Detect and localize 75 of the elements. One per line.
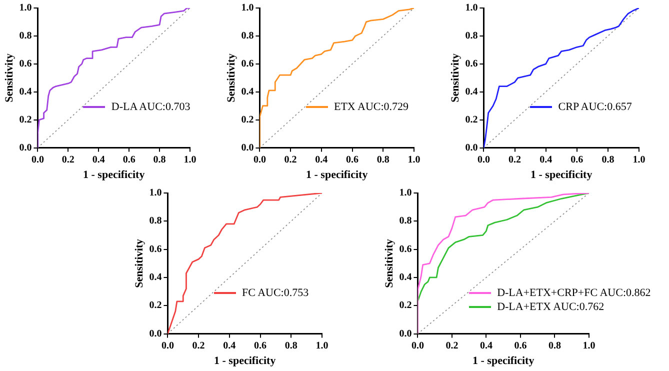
x-axis-title: 1 - specificity bbox=[472, 355, 535, 368]
y-axis-title: Sensitivity bbox=[383, 238, 396, 288]
x-tick-label: 0.4 bbox=[223, 340, 236, 352]
x-tick-label: 1.0 bbox=[632, 154, 646, 166]
y-tick-label: 0.2 bbox=[19, 114, 32, 126]
y-tick-label: 0.6 bbox=[19, 58, 32, 70]
y-tick-label: 0.6 bbox=[149, 244, 162, 255]
y-axis-title: Sensitivity bbox=[3, 52, 16, 102]
y-axis-title: Sensitivity bbox=[133, 238, 146, 288]
x-tick-label: 0.0 bbox=[477, 154, 490, 166]
x-tick-label: 0.8 bbox=[284, 340, 298, 352]
y-tick-label: 1.0 bbox=[399, 188, 412, 199]
x-tick-label: 1.0 bbox=[408, 154, 420, 166]
y-tick-label: 0.0 bbox=[465, 142, 478, 154]
x-tick-label: 0.0 bbox=[253, 154, 266, 166]
x-tick-label: 1.0 bbox=[184, 154, 196, 166]
y-axis-title: Sensitivity bbox=[225, 52, 238, 102]
x-tick-label: 1.0 bbox=[316, 340, 328, 352]
x-tick-label: 0.6 bbox=[346, 154, 359, 166]
y-tick-label: 0.6 bbox=[399, 244, 412, 255]
y-axis-title: Sensitivity bbox=[449, 52, 462, 102]
y-tick-label: 0.2 bbox=[399, 300, 412, 312]
x-tick-label: 0.8 bbox=[602, 154, 614, 166]
legend-label: D-LA+ETX+CRP+FC AUC:0.862 bbox=[497, 286, 651, 299]
y-tick-label: 1.0 bbox=[19, 2, 32, 14]
y-tick-label: 0.8 bbox=[399, 216, 412, 227]
y-tick-label: 0.2 bbox=[149, 300, 162, 312]
y-tick-label: 0.4 bbox=[465, 86, 478, 98]
y-tick-label: 0.0 bbox=[241, 142, 254, 154]
y-tick-label: 0.2 bbox=[465, 114, 478, 126]
legend-label: D-LA AUC:0.703 bbox=[111, 101, 190, 114]
x-tick-label: 1.0 bbox=[582, 340, 596, 352]
y-tick-label: 0.0 bbox=[149, 328, 162, 340]
x-tick-label: 0.6 bbox=[254, 340, 267, 352]
y-tick-label: 0.0 bbox=[399, 328, 412, 340]
y-tick-label: 1.0 bbox=[149, 188, 162, 199]
y-tick-label: 0.8 bbox=[465, 30, 478, 42]
x-tick-label: 0.0 bbox=[31, 154, 44, 166]
y-tick-label: 0.6 bbox=[241, 58, 254, 70]
legend-label: ETX AUC:0.729 bbox=[334, 101, 409, 114]
y-tick-label: 1.0 bbox=[241, 2, 254, 14]
y-tick-label: 0.6 bbox=[465, 58, 478, 70]
x-tick-label: 0.8 bbox=[548, 340, 561, 352]
x-tick-label: 0.2 bbox=[508, 154, 522, 166]
x-tick-label: 0.4 bbox=[480, 340, 492, 352]
y-tick-label: 0.8 bbox=[241, 30, 254, 42]
x-tick-label: 0.2 bbox=[446, 340, 458, 352]
x-axis-title: 1 - specificity bbox=[306, 169, 368, 182]
legend-label: D-LA+ETX AUC:0.762 bbox=[497, 300, 604, 313]
y-tick-label: 0.4 bbox=[399, 272, 412, 284]
x-tick-label: 0.6 bbox=[570, 154, 584, 166]
x-axis-title: 1 - specificity bbox=[530, 169, 593, 182]
y-tick-label: 0.4 bbox=[19, 86, 32, 98]
y-tick-label: 1.0 bbox=[465, 2, 478, 14]
x-tick-label: 0.0 bbox=[161, 340, 174, 352]
y-tick-label: 0.8 bbox=[149, 216, 162, 227]
y-tick-label: 0.4 bbox=[149, 272, 162, 284]
legend-label: CRP AUC:0.657 bbox=[558, 101, 632, 114]
y-tick-label: 0.2 bbox=[241, 114, 254, 126]
x-tick-label: 0.0 bbox=[411, 340, 424, 352]
x-tick-label: 0.2 bbox=[284, 154, 297, 166]
x-tick-label: 0.4 bbox=[92, 154, 105, 166]
y-tick-label: 0.4 bbox=[241, 86, 254, 98]
x-tick-label: 0.8 bbox=[376, 154, 390, 166]
y-tick-label: 0.8 bbox=[19, 30, 32, 42]
x-axis-title: 1 - specificity bbox=[83, 169, 146, 182]
x-tick-label: 0.2 bbox=[192, 340, 205, 352]
legend-label: FC AUC:0.753 bbox=[242, 286, 309, 299]
x-tick-label: 0.6 bbox=[514, 340, 527, 352]
y-tick-label: 0.0 bbox=[19, 142, 32, 154]
x-tick-label: 0.4 bbox=[315, 154, 328, 166]
x-tick-label: 0.2 bbox=[62, 154, 74, 166]
x-tick-label: 0.6 bbox=[122, 154, 136, 166]
x-axis-title: 1 - specificity bbox=[214, 355, 276, 368]
x-tick-label: 0.4 bbox=[540, 154, 552, 166]
